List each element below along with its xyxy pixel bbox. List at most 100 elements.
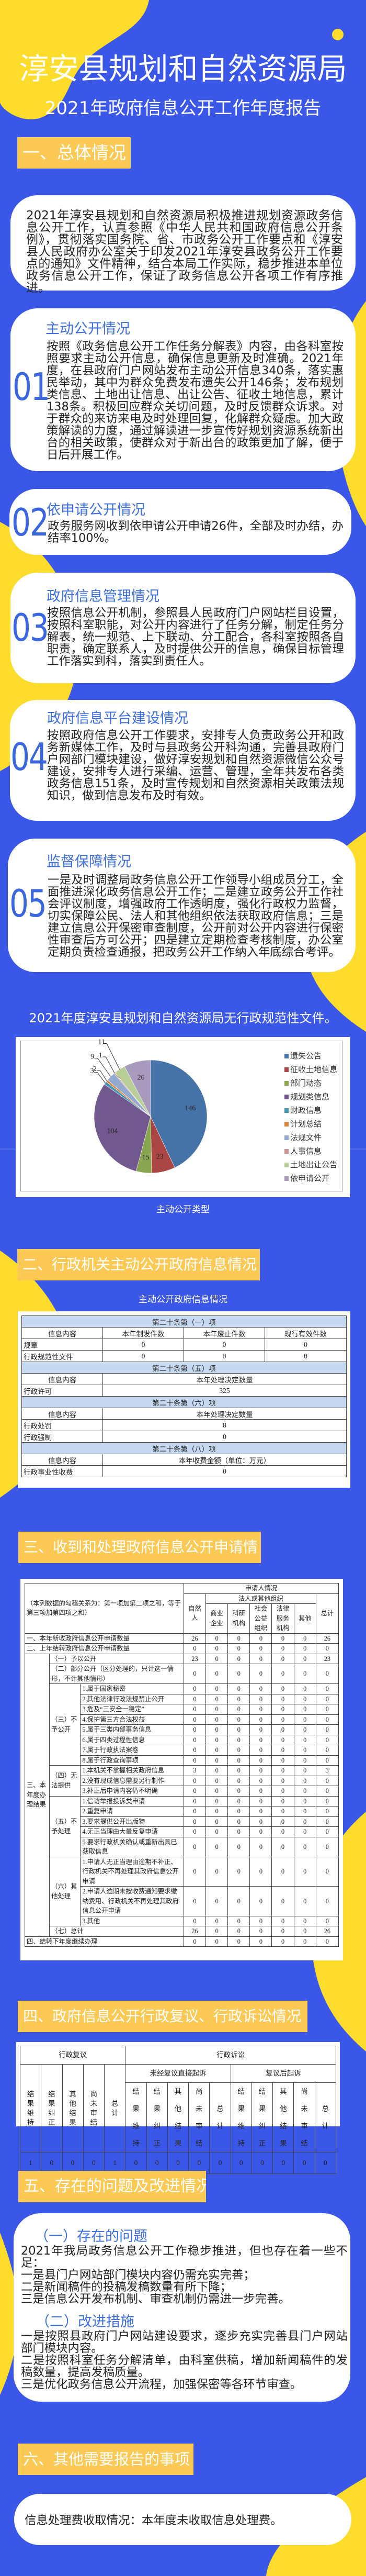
card-supervision — [8, 839, 356, 972]
card-title: 主动公开情况 — [45, 321, 130, 337]
cell-value: 23 — [183, 1653, 207, 1664]
cell-value: 0 — [293, 1664, 316, 1684]
card-text: 政务服务网收到依申请公开申请26件，全部及时办结，办结率100%。 — [48, 519, 344, 545]
cell-value: 0 — [293, 1724, 316, 1735]
legend-item: 土地出让公告 — [284, 1158, 337, 1172]
cell-value: 0 — [249, 1643, 272, 1654]
cell-value: 0 — [271, 1724, 294, 1735]
column-header: 信息内容 — [21, 1373, 103, 1385]
cell-value: 0 — [227, 1816, 250, 1827]
legend-item: 法规文件 — [284, 1131, 337, 1145]
cell-value: 0 — [183, 1683, 207, 1694]
row-label: （二）部分公开（区分处理的，只计这一情形，不计其他情形） — [49, 1664, 184, 1684]
legend-item: 部门动态 — [284, 1077, 337, 1090]
cell-value: 0 — [293, 1693, 316, 1704]
column-header: 本年废止件数 — [184, 1327, 265, 1339]
cell-value: 0 — [227, 1755, 250, 1766]
cell-value: 0 — [249, 1755, 272, 1766]
table-section-heading: 第二十条第（一）项 — [21, 1315, 347, 1328]
page-title: 淳安县规划和自然资源局 — [19, 52, 347, 86]
row-label: 6.属于四类过程性信息 — [80, 1734, 184, 1745]
table-row: （二）部分公开（区分处理的，只计这一情形，不计其他情形） 0 0 0 0 0 0 0 — [25, 1664, 339, 1684]
column-header: 尚未审结 — [83, 2064, 105, 2153]
column-header: 总计 — [209, 2082, 231, 2153]
table-header-row: 信息内容 本年处理决定数量 — [21, 1373, 347, 1385]
cell-value: 0 — [315, 1734, 339, 1745]
pie-slice-0 — [150, 1060, 208, 1168]
cell-value: 0 — [249, 1836, 272, 1857]
cell-value: 0 — [293, 2152, 315, 2174]
cell-value: 0 — [293, 1796, 316, 1806]
column-header: 商业企业 — [205, 1603, 228, 1634]
cell-value: 0 — [271, 1856, 294, 1887]
column-header: 结果维持 — [125, 2082, 147, 2153]
table-panel: 第二十条第（一）项 信息内容 本年制发件数 本年废止件数 现行有效件数 规章 0 0 0 行政规范… — [18, 1311, 350, 1488]
row-label: 行政强制 — [21, 1431, 103, 1443]
cell-value: 0 — [249, 1653, 272, 1664]
cell-value: 0 — [293, 1755, 316, 1766]
cell-value: 0 — [271, 1765, 294, 1776]
cell-value: 0 — [102, 1339, 184, 1351]
cell-value: 0 — [293, 1745, 316, 1756]
issue-line: 2021年我局政务信息公开工作稳步推进，但也存在着一些不足： — [21, 2244, 348, 2270]
data-label: 26 — [137, 1074, 144, 1081]
table-row: 行政许可 325 — [21, 1385, 347, 1397]
cell-value: 0 — [205, 1856, 228, 1887]
legend-swatch — [284, 1067, 289, 1072]
cell-value: 26 — [315, 1926, 339, 1937]
cell-value: 0 — [183, 1856, 207, 1887]
row-label: 1.信访举报投诉类申请 — [80, 1796, 184, 1806]
issues-title: （一）存在的问题 — [35, 2228, 147, 2245]
cell-value: 0 — [205, 1643, 228, 1654]
cell-value: 0 — [205, 1724, 228, 1735]
row-label: 2.其他法律行政法规禁止公开 — [80, 1693, 184, 1704]
card-number: 03 — [12, 605, 49, 650]
cell-value: 0 — [314, 2152, 337, 2174]
column-group-header: 未经复议直接起诉 — [125, 2064, 231, 2083]
card-title: 政府信息管理情况 — [47, 588, 159, 605]
row-label: 1.属于国家秘密 — [80, 1683, 184, 1694]
row-label: 1.申请人无正当理由逾期不补正、行政机关不再处理其政府信息公开申请 — [80, 1856, 184, 1887]
column-group-header: 行政复议 — [19, 2046, 126, 2065]
legend-label: 遗失公告 — [290, 1052, 322, 1061]
column-header: 本年处理决定数量 — [102, 1373, 347, 1385]
cell-value: 0 — [271, 1664, 294, 1684]
table-section-heading: 第二十条第（五）项 — [21, 1362, 347, 1374]
table-row: 二、上年结转政府信息公开申请数量 0 0 0 0 0 0 0 — [25, 1643, 339, 1654]
cell-value: 0 — [251, 2152, 273, 2174]
cell-value: 0 — [271, 1915, 294, 1926]
cell-value: 0 — [205, 1633, 228, 1644]
table-panel: （本列数据的勾稽关系为：第一项加第二项之和，等于第三项加第四项之和） 申请人情况自… — [20, 1579, 343, 1960]
cell-value: 0 — [205, 1915, 228, 1926]
cell-value: 0 — [184, 1339, 265, 1351]
column-group-header: 法人或其他组织 — [205, 1593, 316, 1604]
cell-value: 0 — [249, 1683, 272, 1694]
cell-value: 0 — [293, 1653, 316, 1664]
leader-line — [104, 1043, 120, 1070]
column-header: 本年处理决定数量 — [102, 1408, 347, 1420]
cell-value: 0 — [271, 1816, 294, 1827]
legend-label: 规划类信息 — [290, 1093, 330, 1101]
legend-label: 部门动态 — [290, 1079, 322, 1088]
cell-value: 0 — [315, 1775, 339, 1786]
table-row: 一、本年新收政府信息公开申请数量 26 0 0 0 0 0 26 — [25, 1633, 339, 1644]
legend-swatch — [284, 1081, 289, 1086]
table-header-row: 行政复议 行政诉讼 — [19, 2046, 336, 2065]
section-header-overview: 一、总体情况 — [17, 137, 131, 169]
data-label: 3 — [90, 1067, 94, 1075]
cell-value: 0 — [183, 1745, 207, 1756]
column-header: 信息内容 — [21, 1327, 103, 1339]
cell-value: 0 — [249, 1704, 272, 1715]
cell-value: 0 — [249, 1786, 272, 1797]
cell-value: 0 — [293, 1714, 316, 1725]
cell-value: 0 — [227, 1836, 250, 1857]
table-header-row: 自然人 法人或其他组织 总计 — [25, 1593, 339, 1634]
legend-label: 财政信息 — [290, 1107, 322, 1115]
cell-value: 0 — [205, 1836, 228, 1857]
cell-value: 0 — [183, 1643, 207, 1654]
problems-card — [14, 2213, 350, 2402]
cell-value: 0 — [227, 1734, 250, 1745]
column-header: 社会公益组织 — [249, 1603, 272, 1634]
cell-value: 0 — [227, 1693, 250, 1704]
